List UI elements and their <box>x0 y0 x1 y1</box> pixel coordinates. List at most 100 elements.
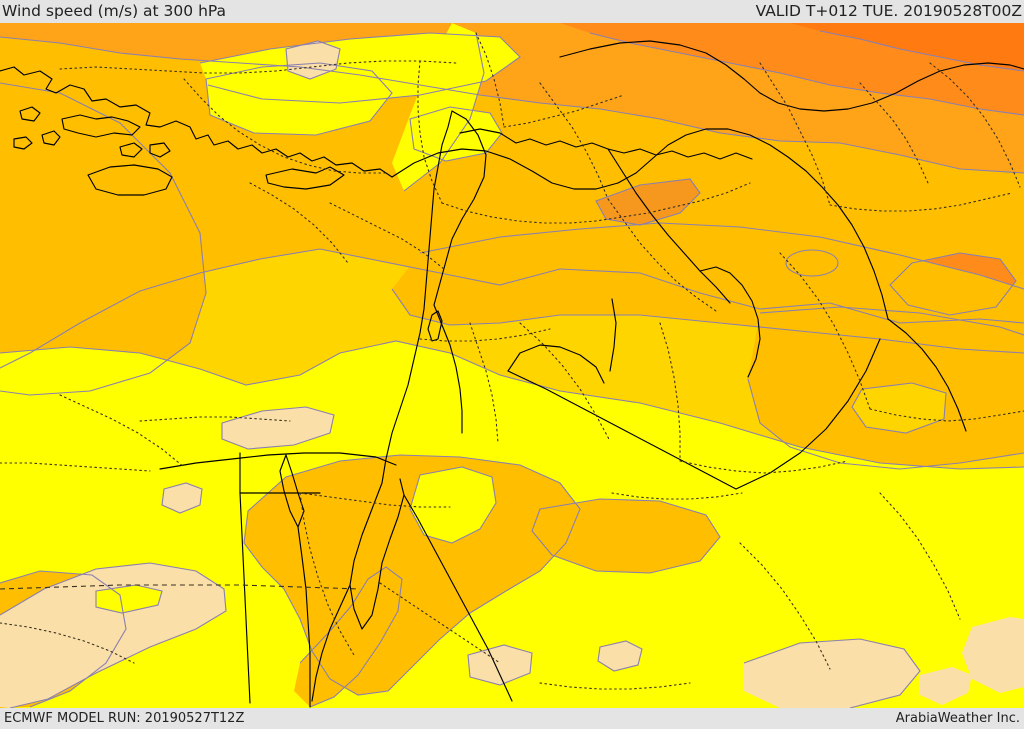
internal-border-j <box>929 62 1021 188</box>
internal-border-n <box>679 460 849 474</box>
border-iraq-iran <box>887 318 967 432</box>
contour-patch-lowright-amber <box>598 515 690 555</box>
footer-bar: ECMWF MODEL RUN: 20190527T12Z ArabiaWeat… <box>0 708 1024 729</box>
valid-time-label: VALID T+012 TUE. 20190528T00Z <box>755 1 1022 20</box>
contour-outline-cream-nile <box>221 406 335 450</box>
contour-patch-cream-top-left <box>286 41 340 79</box>
border-jordan-saudi <box>507 370 737 490</box>
internal-border-d <box>441 182 751 224</box>
internal-border-x <box>0 622 135 664</box>
contour-patch-cream-topright <box>920 667 972 705</box>
coastline-egypt-med <box>159 452 397 470</box>
contour-outline-bottomleft-strip <box>0 570 127 708</box>
forecast-map[interactable] <box>0 23 1024 708</box>
internal-border-g <box>759 62 831 206</box>
internal-border-l <box>869 408 1024 422</box>
contour-cell-center-lens <box>596 179 700 225</box>
internal-border-m <box>659 322 681 462</box>
coastline-nile-river <box>297 526 311 708</box>
coastline-redsea-east <box>403 494 513 702</box>
contour-band-elevated-west <box>0 83 206 395</box>
internal-border-s <box>299 492 355 656</box>
coastline-cyprus <box>265 166 345 190</box>
contour-patch-cream-bottomright <box>744 639 920 708</box>
coastline-island-small-e <box>149 142 171 158</box>
contour-band-strongest-corner <box>790 23 1024 71</box>
coastline-anatolia-east <box>391 128 889 320</box>
contour-outline-6 <box>391 288 1024 354</box>
internal-border-a <box>59 60 457 74</box>
coastline-island-small-b <box>41 130 61 146</box>
internal-border-z <box>739 542 831 670</box>
border-northeast-vertical <box>699 266 761 378</box>
coastline-turkey-aegean <box>0 66 393 178</box>
contour-hole-cream-left-yellow <box>96 585 162 613</box>
contour-outline-right-hole <box>851 382 947 434</box>
contour-patch-cream-small-a <box>162 483 202 513</box>
internal-border-latitude-dash <box>0 584 361 590</box>
contour-outline-1 <box>0 36 1024 174</box>
contour-outline-north-yellow <box>199 32 521 104</box>
contour-outline-lens <box>595 178 701 226</box>
border-syria-iraq <box>607 148 731 304</box>
national-border-layer <box>239 110 967 704</box>
internal-border-t <box>379 582 501 664</box>
contour-outline-egypt <box>243 454 581 696</box>
internal-border-dd <box>503 94 625 128</box>
coastline-black-sea <box>559 40 1024 112</box>
contour-outline-nile-lobe <box>299 566 403 708</box>
internal-border-cc <box>475 32 505 128</box>
internal-border-w <box>0 462 151 472</box>
contour-patch-cream-left <box>0 563 226 708</box>
internal-border-r <box>299 492 451 508</box>
contour-outline-cream-bottom-mid <box>467 644 533 686</box>
contour-outline-4 <box>0 248 1024 369</box>
contour-patch-cream-bottom-small <box>598 641 642 671</box>
internal-border-p <box>469 322 499 444</box>
internal-border-q <box>419 328 551 342</box>
internal-border-h <box>829 192 1013 212</box>
internal-border-i <box>859 82 929 184</box>
contour-outline-arabia <box>531 498 721 574</box>
contour-outline-5 <box>0 82 207 396</box>
contour-outline-levant-finger <box>403 32 485 192</box>
contour-outline-7 <box>419 222 1024 290</box>
internal-border-k <box>779 252 871 410</box>
contour-outline-aegean-yellow <box>205 62 393 136</box>
coastline-dead-sea <box>427 310 443 342</box>
contour-outline-right-ellipse <box>785 249 839 277</box>
coastline-crete <box>87 164 173 196</box>
contour-outline-egypt-hole <box>409 466 497 544</box>
contour-hole-right-yellow <box>852 383 946 433</box>
coastline-sinai <box>349 478 405 630</box>
internal-border-v <box>59 394 185 468</box>
model-run-label: ECMWF MODEL RUN: 20190527T12Z <box>4 711 245 726</box>
internal-border-ee <box>329 202 445 270</box>
internal-border-y <box>539 682 691 690</box>
internal-border-f <box>607 198 717 312</box>
internal-border-c <box>417 60 443 204</box>
contour-outline-cream-top-left <box>285 40 341 80</box>
contour-outline-ne-cell <box>889 252 1017 316</box>
contour-outline-8 <box>0 340 1024 470</box>
contour-outline-cream-small-a <box>161 482 203 514</box>
coastline-redsea-west <box>311 584 351 702</box>
coastline-island-small-a <box>19 106 41 122</box>
contour-outline-3 <box>819 30 1024 72</box>
contour-outline-2 <box>589 32 1024 116</box>
internal-border-aa <box>879 492 961 620</box>
internal-border-o <box>519 322 611 442</box>
contour-outline-cream-bottom-small <box>597 640 643 672</box>
coastline-aegean-islands-a <box>61 114 141 138</box>
border-iraq-saudi <box>609 298 617 372</box>
internal-border-layer <box>0 32 1024 690</box>
contour-outline-right-amber <box>759 306 1024 336</box>
contour-patch-cream-right-edge <box>962 617 1024 693</box>
border-jordan-israel <box>433 304 463 434</box>
page-title: Wind speed (m/s) at 300 hPa <box>2 1 227 20</box>
contour-outline-cream-bottomright <box>743 638 921 708</box>
coastline-layer <box>0 40 1024 708</box>
contour-patch-aegean-yellow <box>206 63 392 135</box>
internal-border-bb <box>611 492 743 500</box>
coastline-levant <box>381 110 453 484</box>
